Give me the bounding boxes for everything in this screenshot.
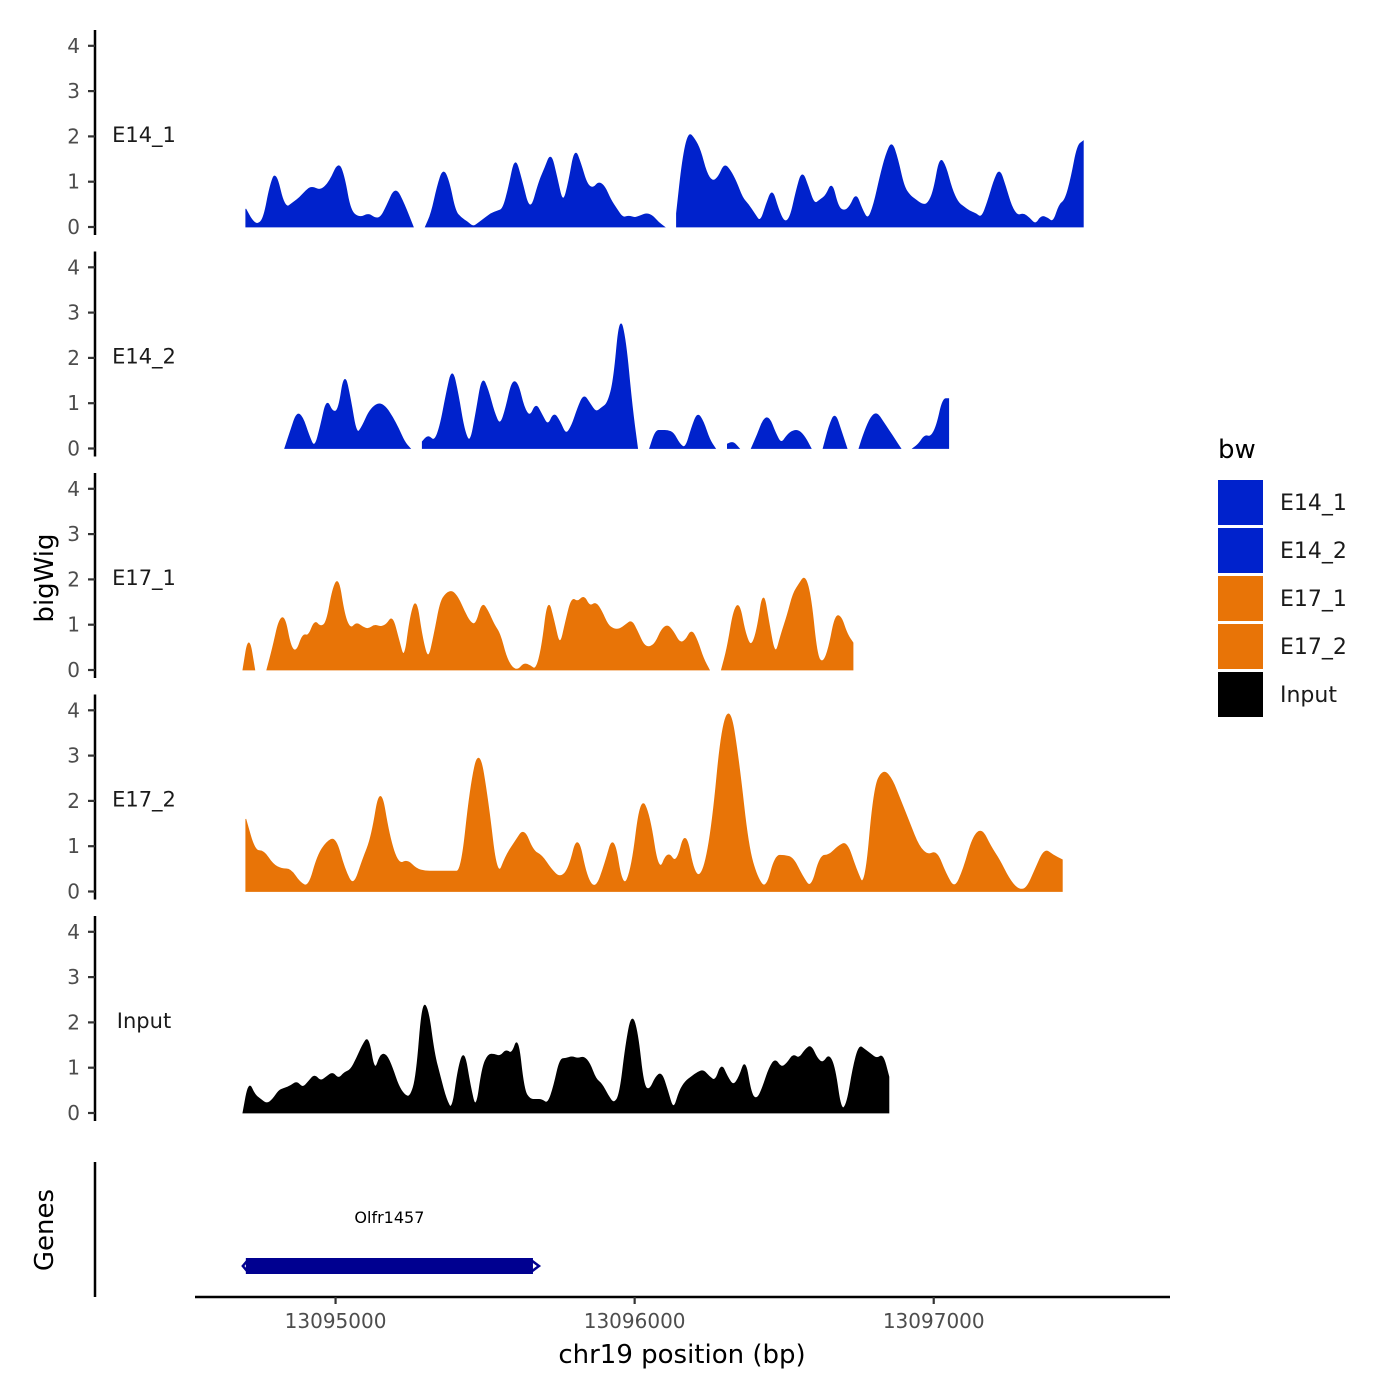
y-tick-label: 3 xyxy=(67,79,80,103)
coverage-area-E14_2 xyxy=(284,379,412,449)
track-E17_1: 0 1 2 3 4 E17_1 xyxy=(67,473,854,682)
genes-axis-title: Genes xyxy=(30,1189,60,1271)
y-tick-label: 1 xyxy=(67,170,80,194)
coverage-area-E14_2 xyxy=(727,442,741,449)
y-tick-label: 2 xyxy=(67,789,80,813)
legend-label-E17_1: E17_1 xyxy=(1280,587,1347,612)
coverage-area-E17_1 xyxy=(242,642,256,671)
y-tick-label: 4 xyxy=(67,920,80,944)
track-label-E14_2: E14_2 xyxy=(112,345,176,370)
y-tick-label: 4 xyxy=(67,34,80,58)
y-tick-label: 2 xyxy=(67,124,80,148)
x-axis: 13095000 13096000 13097000 xyxy=(195,1295,1170,1333)
track-label-E17_2: E17_2 xyxy=(112,788,176,813)
x-tick-label: 13096000 xyxy=(584,1309,686,1333)
coverage-area-E14_2 xyxy=(858,413,902,449)
coverage-area-E14_1 xyxy=(676,134,1084,228)
gene-label: Olfr1457 xyxy=(354,1208,424,1227)
legend-label-Input: Input xyxy=(1280,683,1337,708)
legend-label-E14_2: E14_2 xyxy=(1280,539,1347,564)
y-tick-label: 1 xyxy=(67,391,80,415)
coverage-area-E14_2 xyxy=(822,415,848,449)
track-label-E14_1: E14_1 xyxy=(112,123,176,148)
y-tick-label: 3 xyxy=(67,965,80,989)
gene-end-cap xyxy=(241,1259,249,1273)
y-tick-label: 4 xyxy=(67,255,80,279)
gene-strand-arrow xyxy=(530,1259,542,1273)
y-tick-label: 3 xyxy=(67,522,80,546)
track-E14_1: 0 1 2 3 4 E14_1 xyxy=(67,30,1084,239)
y-tick-label: 0 xyxy=(67,215,80,239)
y-tick-label: 3 xyxy=(67,744,80,768)
legend: bw E14_1 E14_2 E17_1 E17_2 Input xyxy=(1218,435,1347,717)
legend-swatch-E14_2 xyxy=(1218,528,1263,573)
coverage-area-E14_2 xyxy=(649,414,717,449)
legend-swatch-E17_2 xyxy=(1218,624,1263,669)
track-Input: 0 1 2 3 4 Input xyxy=(67,916,890,1125)
y-tick-label: 0 xyxy=(67,1101,80,1125)
y-tick-label: 2 xyxy=(67,1010,80,1034)
y-tick-label: 4 xyxy=(67,477,80,501)
y-tick-label: 2 xyxy=(67,346,80,370)
coverage-area-E17_1 xyxy=(266,581,711,671)
y-tick-label: 0 xyxy=(67,880,80,904)
track-E17_2: 0 1 2 3 4 E17_2 xyxy=(67,694,1063,904)
legend-swatch-E17_1 xyxy=(1218,576,1263,621)
y-tick-label: 1 xyxy=(67,834,80,858)
x-tick-label: 13097000 xyxy=(883,1309,985,1333)
y-axis-title: bigWig xyxy=(30,533,60,622)
gene-body xyxy=(245,1258,533,1274)
coverage-area-Input xyxy=(242,1004,890,1114)
x-axis-title: chr19 position (bp) xyxy=(558,1340,805,1370)
genes-layer: Olfr1457 xyxy=(93,1162,542,1297)
coverage-area-E17_1 xyxy=(720,577,854,671)
legend-label-E17_2: E17_2 xyxy=(1280,635,1347,660)
y-tick-label: 4 xyxy=(67,698,80,722)
tracks-layer: 0 1 2 3 4 E14_1 0 1 2 3 4 E14_2 0 1 2 3 4 E17_1 0 1 2 3 4 E17_2… xyxy=(67,30,1084,1125)
y-tick-label: 3 xyxy=(67,301,80,325)
y-tick-label: 0 xyxy=(67,658,80,682)
y-tick-label: 1 xyxy=(67,613,80,637)
track-E14_2: 0 1 2 3 4 E14_2 xyxy=(67,251,950,461)
coverage-area-E14_2 xyxy=(421,323,639,449)
legend-swatch-Input xyxy=(1218,672,1263,717)
gene-Olfr1457: Olfr1457 xyxy=(241,1208,542,1274)
y-tick-label: 0 xyxy=(67,437,80,461)
x-tick-label: 13095000 xyxy=(285,1309,387,1333)
coverage-area-E14_1 xyxy=(424,152,666,228)
legend-swatch-E14_1 xyxy=(1218,480,1263,525)
coverage-area-E14_1 xyxy=(245,165,414,228)
track-label-E17_1: E17_1 xyxy=(112,566,176,591)
y-tick-label: 1 xyxy=(67,1056,80,1080)
legend-title: bw xyxy=(1218,435,1256,465)
legend-label-E14_1: E14_1 xyxy=(1280,491,1347,516)
track-label-Input: Input xyxy=(117,1009,171,1033)
coverage-area-E17_2 xyxy=(245,713,1063,892)
coverage-area-E14_2 xyxy=(911,398,950,449)
y-tick-label: 2 xyxy=(67,567,80,591)
coverage-area-E14_2 xyxy=(750,417,812,449)
